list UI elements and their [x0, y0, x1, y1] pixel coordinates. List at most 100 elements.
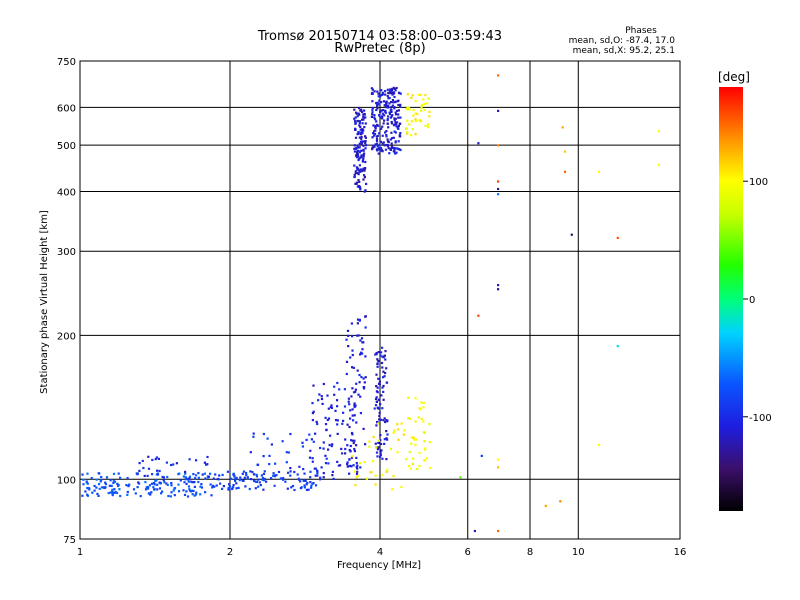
- data-point: [145, 486, 148, 489]
- data-point: [381, 91, 384, 94]
- data-point: [311, 402, 314, 405]
- data-point: [497, 193, 500, 196]
- data-point: [157, 457, 160, 460]
- data-point: [356, 115, 359, 118]
- data-point: [365, 182, 368, 185]
- data-point: [361, 170, 364, 173]
- data-point: [356, 167, 359, 170]
- data-point: [426, 123, 430, 126]
- data-point: [357, 179, 360, 182]
- data-point: [390, 120, 393, 124]
- data-point: [424, 447, 427, 450]
- data-point: [218, 474, 221, 477]
- data-point: [389, 88, 392, 91]
- data-point: [189, 489, 192, 492]
- data-point: [379, 403, 382, 406]
- data-point: [298, 465, 301, 468]
- data-point: [420, 120, 423, 123]
- data-point: [148, 484, 151, 487]
- data-point: [253, 480, 256, 483]
- data-point: [361, 118, 364, 121]
- data-point: [231, 487, 234, 491]
- data-point: [287, 471, 290, 474]
- data-point: [362, 116, 365, 119]
- x-axis: 1 2 4 6 8 10 16: [77, 547, 687, 558]
- data-point: [388, 111, 391, 114]
- data-point: [374, 126, 377, 129]
- data-point: [375, 385, 378, 388]
- data-point: [393, 429, 396, 432]
- data-point: [378, 132, 381, 135]
- data-point: [170, 491, 173, 494]
- data-point: [350, 431, 354, 435]
- data-point: [102, 486, 105, 489]
- data-point: [394, 111, 397, 114]
- data-point: [348, 403, 351, 406]
- data-point: [374, 483, 377, 486]
- data-point: [87, 486, 90, 490]
- data-point: [351, 433, 354, 436]
- data-point: [375, 451, 379, 454]
- data-point: [128, 483, 131, 486]
- data-point: [376, 455, 379, 458]
- data-point: [170, 484, 173, 487]
- data-point: [299, 480, 302, 483]
- data-point: [399, 122, 402, 125]
- data-point: [383, 354, 386, 357]
- data-point: [256, 463, 259, 466]
- data-point: [351, 455, 354, 458]
- data-point: [306, 481, 309, 484]
- data-point: [161, 475, 164, 478]
- data-point: [375, 396, 378, 399]
- data-point: [381, 117, 384, 120]
- data-point: [380, 449, 383, 452]
- data-point: [402, 433, 405, 436]
- data-point: [397, 438, 400, 441]
- data-point: [321, 402, 324, 405]
- data-point: [381, 112, 384, 115]
- data-point: [330, 445, 333, 448]
- data-point: [162, 476, 165, 479]
- data-point: [360, 375, 363, 379]
- data-point: [205, 463, 208, 466]
- data-point: [355, 466, 358, 469]
- data-point: [364, 147, 367, 150]
- data-point: [111, 494, 114, 497]
- data-point: [265, 480, 268, 483]
- data-point: [347, 400, 350, 403]
- data-point: [380, 418, 383, 421]
- data-point: [241, 472, 244, 475]
- data-point: [363, 126, 366, 129]
- data-point: [428, 115, 431, 118]
- data-point: [359, 466, 362, 469]
- data-point: [358, 180, 361, 183]
- data-point: [359, 395, 362, 398]
- data-point: [427, 126, 430, 129]
- data-point: [362, 118, 365, 121]
- data-point: [360, 149, 363, 152]
- data-point: [355, 462, 358, 465]
- data-point: [371, 106, 374, 110]
- data-point: [254, 487, 257, 490]
- data-point: [410, 96, 413, 99]
- data-point: [355, 456, 358, 459]
- data-point: [370, 115, 373, 118]
- data-point: [384, 358, 387, 361]
- data-point: [268, 454, 271, 457]
- data-point: [206, 455, 209, 459]
- data-point: [163, 481, 166, 484]
- data-point: [382, 398, 385, 401]
- data-point: [357, 131, 360, 134]
- data-point: [360, 351, 363, 354]
- data-point: [354, 121, 357, 124]
- data-point: [425, 457, 428, 460]
- data-point: [263, 470, 266, 473]
- data-point: [358, 122, 361, 125]
- data-point: [322, 382, 325, 386]
- data-point: [361, 122, 364, 125]
- data-point: [356, 149, 359, 153]
- data-point: [497, 74, 500, 77]
- data-point: [336, 460, 339, 463]
- data-point: [383, 375, 386, 378]
- x-tick-label: 2: [227, 547, 233, 558]
